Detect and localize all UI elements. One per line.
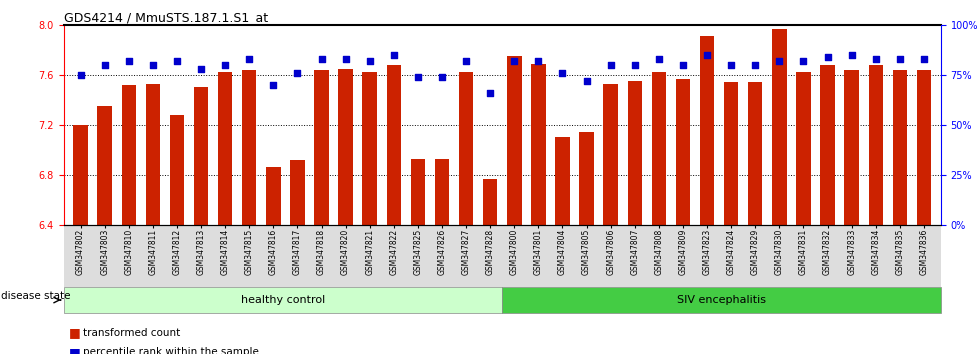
Point: [530, 58, 546, 64]
Bar: [845, 70, 858, 225]
Text: transformed count: transformed count: [83, 328, 180, 338]
Point: [121, 58, 136, 64]
Bar: [74, 125, 88, 225]
Point: [362, 58, 377, 64]
Bar: [122, 85, 136, 225]
Bar: [748, 82, 762, 225]
Bar: [676, 79, 690, 225]
Point: [868, 56, 884, 62]
Point: [314, 56, 329, 62]
Text: ■: ■: [69, 326, 80, 339]
Bar: [386, 65, 401, 225]
Point: [651, 56, 666, 62]
Bar: [146, 84, 160, 225]
Bar: [170, 115, 184, 225]
Bar: [820, 65, 835, 225]
Bar: [363, 72, 377, 225]
Bar: [772, 29, 787, 225]
Text: SIV encephalitis: SIV encephalitis: [677, 295, 766, 305]
Bar: [556, 137, 569, 225]
Point: [892, 56, 907, 62]
Text: healthy control: healthy control: [241, 295, 325, 305]
Bar: [338, 69, 353, 225]
Point: [218, 62, 233, 68]
Bar: [435, 159, 449, 225]
Bar: [579, 132, 594, 225]
Point: [723, 62, 739, 68]
Text: ■: ■: [69, 346, 80, 354]
Point: [748, 62, 763, 68]
Point: [627, 62, 643, 68]
Bar: [531, 63, 546, 225]
Bar: [893, 70, 907, 225]
Point: [844, 52, 859, 58]
Text: GDS4214 / MmuSTS.187.1.S1_at: GDS4214 / MmuSTS.187.1.S1_at: [64, 11, 268, 24]
Point: [338, 56, 354, 62]
Bar: [652, 72, 666, 225]
Bar: [315, 70, 328, 225]
Point: [410, 74, 425, 80]
Point: [73, 72, 88, 78]
Bar: [194, 87, 209, 225]
Point: [145, 62, 161, 68]
Bar: [507, 56, 521, 225]
Point: [290, 70, 306, 76]
Point: [507, 58, 522, 64]
Point: [603, 62, 618, 68]
Point: [386, 52, 402, 58]
Bar: [604, 84, 618, 225]
Bar: [459, 72, 473, 225]
Point: [916, 56, 932, 62]
Bar: [411, 159, 425, 225]
Bar: [627, 81, 642, 225]
Bar: [242, 70, 257, 225]
Bar: [868, 65, 883, 225]
Point: [675, 62, 691, 68]
Point: [266, 82, 281, 88]
Bar: [483, 178, 498, 225]
Bar: [267, 167, 280, 225]
Text: disease state: disease state: [1, 291, 71, 302]
Point: [170, 58, 185, 64]
Bar: [218, 72, 232, 225]
Bar: [700, 36, 714, 225]
Point: [482, 90, 498, 96]
Point: [555, 70, 570, 76]
Bar: [916, 70, 931, 225]
Point: [434, 74, 450, 80]
Point: [241, 56, 257, 62]
Point: [819, 54, 835, 59]
Point: [699, 52, 714, 58]
Bar: [290, 160, 305, 225]
Bar: [724, 82, 738, 225]
Point: [771, 58, 787, 64]
Point: [579, 78, 595, 84]
Point: [796, 58, 811, 64]
Text: percentile rank within the sample: percentile rank within the sample: [83, 347, 259, 354]
Point: [459, 58, 474, 64]
Point: [97, 62, 113, 68]
Bar: [97, 106, 112, 225]
Bar: [796, 72, 810, 225]
Point: [193, 66, 209, 72]
